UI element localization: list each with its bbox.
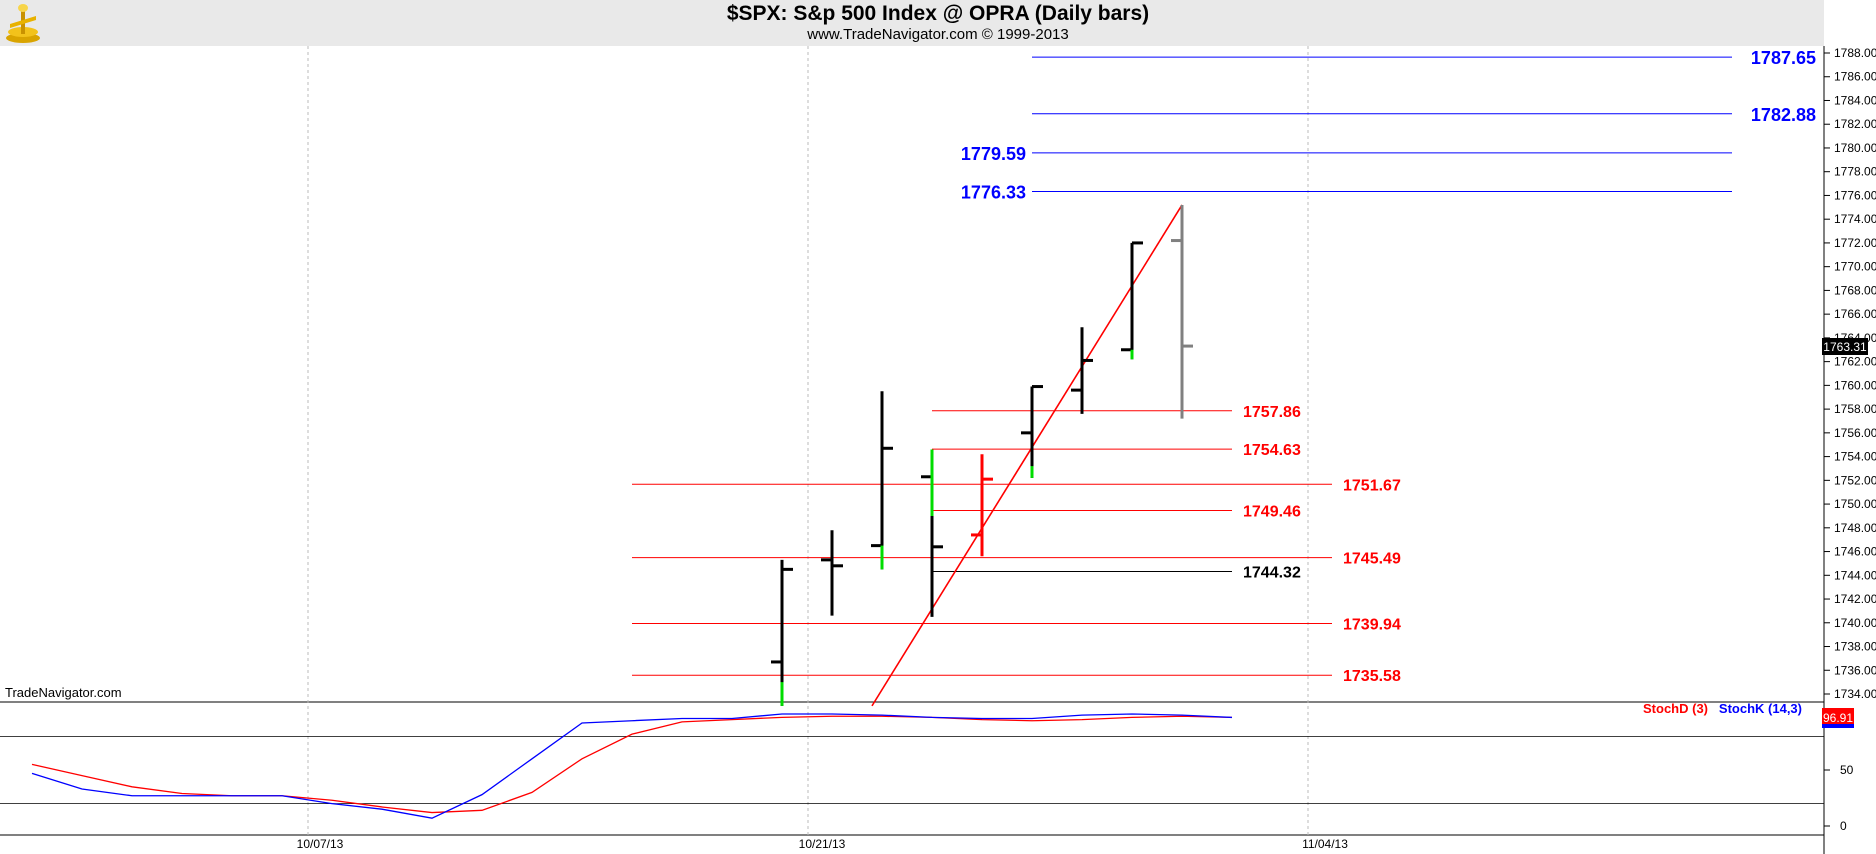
stoch-d-line [31,715,1233,814]
y-tick-label: 1736.00 [1834,663,1876,677]
y-tick-label: 1768.00 [1834,283,1876,297]
legend-stoch-k: StochK (14,3) [1719,701,1802,716]
y-tick-label: 1760.00 [1834,378,1876,392]
support-level-label: 1745.49 [1343,551,1401,568]
x-tick-label: 11/04/13 [1302,837,1348,851]
y-tick-label: 1782.00 [1834,117,1876,131]
y-tick-label: 1750.00 [1834,497,1876,511]
ohlc-bar [1071,327,1093,414]
ohlc-bar [821,530,843,616]
stoch-k-line [31,713,1233,819]
y-tick-label: 1762.00 [1834,355,1876,369]
resistance-level-label: 1782.88 [1751,105,1816,125]
y-tick-label: 1742.00 [1834,592,1876,606]
stoch-y-tick-label: 50 [1840,763,1854,777]
x-tick-label: 10/21/13 [799,837,846,851]
ohlc-bar [1021,385,1043,478]
y-tick-label: 1788.00 [1834,46,1876,60]
y-tick-label: 1740.00 [1834,616,1876,630]
y-tick-label: 1776.00 [1834,188,1876,202]
title-bar [0,0,1824,46]
support-level-label: 1757.86 [1243,404,1301,421]
y-tick-label: 1772.00 [1834,236,1876,250]
stoch-y-tick-label: 0 [1840,819,1847,833]
y-tick-label: 1746.00 [1834,545,1876,559]
stoch-last-value-label: 96.91 [1823,711,1853,725]
resistance-level-label: 1776.33 [961,183,1026,203]
x-tick-label: 10/07/13 [297,837,344,851]
ohlc-bar [1121,241,1143,360]
y-tick-label: 1784.00 [1834,93,1876,107]
y-tick-label: 1752.00 [1834,473,1876,487]
watermark: TradeNavigator.com [5,685,122,700]
support-level-label: 1754.63 [1243,442,1301,459]
y-tick-label: 1778.00 [1834,165,1876,179]
support-level-label: 1751.67 [1343,477,1401,494]
ohlc-bar [771,559,793,706]
ohlc-bar [1171,204,1193,419]
last-price-badge [1822,338,1868,355]
legend-stoch-d: StochD (3) [1643,701,1708,716]
support-level-label: 1735.58 [1343,668,1401,685]
stoch-value-badge-k [1822,724,1854,728]
y-tick-label: 1734.00 [1834,687,1876,701]
y-tick-label: 1756.00 [1834,426,1876,440]
last-price-label: 1763.31 [1823,340,1867,354]
y-tick-label: 1786.00 [1834,70,1876,84]
y-tick-label: 1738.00 [1834,640,1876,654]
stoch-value-badge [1822,708,1854,728]
page-subtitle: www.TradeNavigator.com © 1999-2013 [807,26,1069,43]
y-tick-label: 1766.00 [1834,307,1876,321]
support-level-label: 1739.94 [1343,616,1401,633]
resistance-level-label: 1779.59 [961,144,1026,164]
page-title: $SPX: S&p 500 Index @ OPRA (Daily bars) [726,2,1150,25]
ohlc-bar [971,454,993,557]
trendline [871,204,1183,707]
y-tick-label: 1758.00 [1834,402,1876,416]
y-tick-label: 1744.00 [1834,568,1876,582]
y-tick-label: 1754.00 [1834,450,1876,464]
support-level-label: 1744.32 [1243,564,1301,581]
y-tick-label: 1774.00 [1834,212,1876,226]
support-level-label: 1749.46 [1243,503,1301,520]
y-tick-label: 1748.00 [1834,521,1876,535]
ohlc-bar [871,391,893,570]
y-tick-label: 1770.00 [1834,260,1876,274]
resistance-level-label: 1787.65 [1751,48,1816,68]
trade-navigator-logo-icon [6,4,40,43]
y-tick-label: 1780.00 [1834,141,1876,155]
